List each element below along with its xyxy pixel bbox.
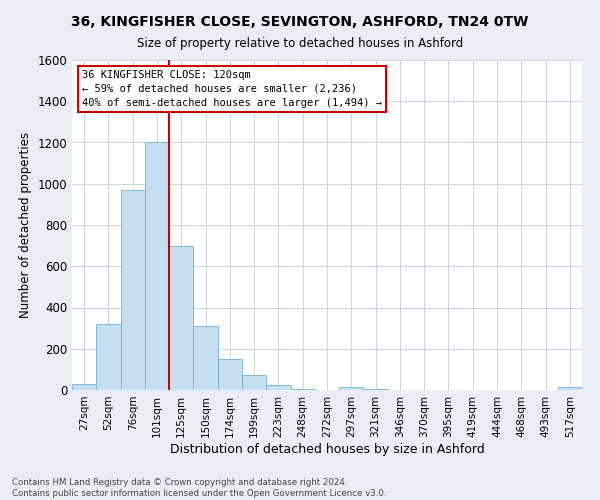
Bar [145,142,169,390]
Bar [218,359,242,390]
Text: 36, KINGFISHER CLOSE, SEVINGTON, ASHFORD, TN24 0TW: 36, KINGFISHER CLOSE, SEVINGTON, ASHFORD… [71,15,529,29]
Text: 36 KINGFISHER CLOSE: 120sqm
← 59% of detached houses are smaller (2,236)
40% of : 36 KINGFISHER CLOSE: 120sqm ← 59% of det… [82,70,382,108]
Bar [96,324,121,390]
Text: Contains HM Land Registry data © Crown copyright and database right 2024.
Contai: Contains HM Land Registry data © Crown c… [12,478,386,498]
Bar [339,387,364,390]
Text: Size of property relative to detached houses in Ashford: Size of property relative to detached ho… [137,38,463,51]
Bar [72,384,96,390]
Bar [193,326,218,390]
Bar [290,389,315,390]
Bar [121,190,145,390]
Bar [266,385,290,390]
X-axis label: Distribution of detached houses by size in Ashford: Distribution of detached houses by size … [170,442,484,456]
Bar [364,389,388,390]
Bar [558,387,582,390]
Bar [169,246,193,390]
Y-axis label: Number of detached properties: Number of detached properties [19,132,32,318]
Bar [242,374,266,390]
